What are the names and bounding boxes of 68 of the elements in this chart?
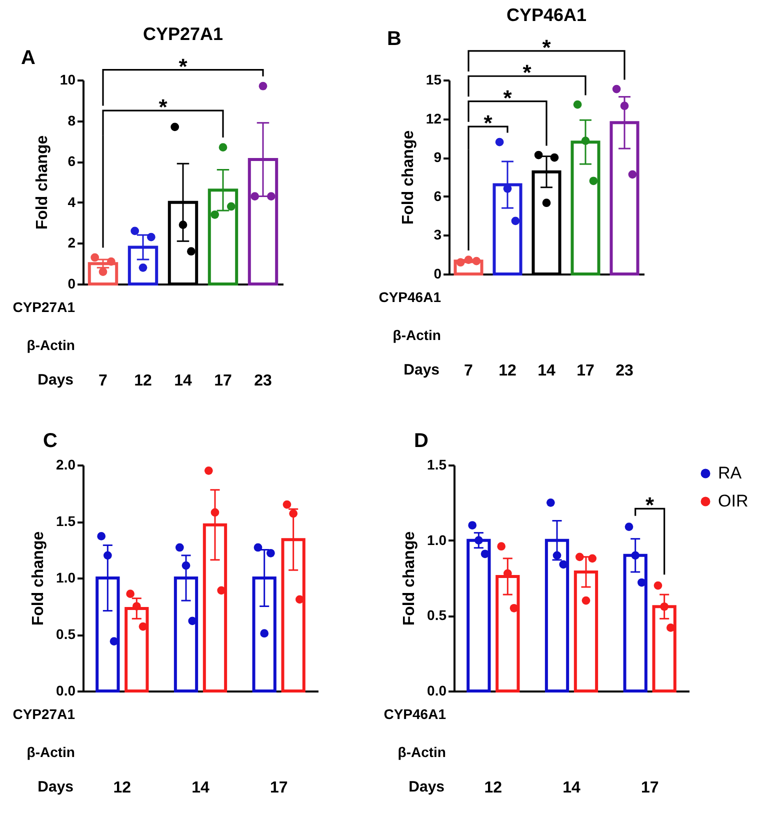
x-axis-title: Days — [408, 778, 444, 796]
x-tick-label: 7 — [98, 372, 108, 390]
x-tick-label: 17 — [576, 362, 594, 380]
text: * — [178, 54, 188, 79]
text: CYP46A1 — [378, 289, 442, 305]
y-tick-label: 1.0 — [56, 570, 76, 586]
text: A — [21, 46, 36, 69]
y-tick-label: 15 — [426, 72, 442, 88]
text: D — [414, 430, 428, 452]
y-tick-label: 10 — [60, 72, 76, 88]
y-tick-label: 2 — [68, 234, 76, 251]
y-tick-label: 0.5 — [56, 626, 76, 642]
y-tick-label: 0.0 — [427, 682, 447, 698]
x-axis-title: Days — [38, 372, 74, 388]
y-tick-label: 4 — [68, 194, 76, 210]
y-tick-label: 0.0 — [56, 682, 76, 698]
x-tick-label: 14 — [192, 780, 210, 796]
x-tick-label: 23 — [616, 362, 634, 380]
annotation: * — [503, 85, 512, 110]
x-tick-label: 12 — [498, 362, 516, 380]
text: CYP46A1 — [384, 706, 446, 722]
legend-label: RA — [718, 464, 742, 482]
x-tick-label: 17 — [270, 780, 288, 796]
x-tick-label: 14 — [562, 780, 580, 796]
x-axis-title: Days — [404, 362, 440, 378]
y-tick-label: 3 — [434, 226, 442, 243]
x-axis-title: Days — [38, 778, 74, 796]
x-tick-label: 17 — [214, 372, 232, 390]
x-tick-label: 12 — [113, 780, 132, 796]
text: β-Actin — [26, 337, 75, 353]
y-axis-title: Fold change — [34, 135, 51, 230]
y-tick-label: 6 — [434, 188, 442, 204]
y-tick-label: 1.5 — [427, 456, 447, 472]
annotation: * — [484, 110, 493, 136]
y-tick-label: 6 — [68, 153, 76, 170]
chart-title: CYP27A1 — [142, 24, 224, 44]
x-tick-label: 17 — [640, 780, 659, 796]
text: β-Actin — [26, 744, 75, 760]
x-tick-label: 12 — [134, 372, 152, 390]
y-tick-label: 8 — [68, 112, 76, 128]
x-tick-label: 14 — [174, 372, 192, 390]
y-axis-title: Fold change — [30, 531, 48, 626]
annotation: * — [646, 492, 655, 518]
text: CYP27A1 — [12, 706, 76, 722]
text: β-Actin — [398, 744, 446, 760]
x-tick-label: 14 — [538, 362, 556, 380]
annotation: * — [158, 94, 168, 120]
x-tick-label: 23 — [254, 372, 272, 390]
y-tick-label: 12 — [426, 110, 442, 126]
chart-title: CYP46A1 — [506, 4, 587, 25]
text: CYP27A1 — [12, 299, 76, 315]
y-tick-label: 1.5 — [56, 513, 76, 529]
y-tick-label: 0 — [68, 276, 76, 292]
y-tick-label: 0.5 — [427, 607, 447, 624]
y-tick-label: 9 — [434, 149, 442, 166]
y-tick-label: 2.0 — [56, 456, 76, 472]
y-axis-title: Fold change — [400, 130, 417, 225]
legend-label: OIR — [718, 492, 748, 510]
x-tick-label: 12 — [484, 780, 502, 796]
text: C — [43, 430, 58, 452]
y-tick-label: 1.0 — [427, 532, 447, 548]
text: β-Actin — [392, 327, 441, 343]
text: B — [387, 28, 402, 50]
text: * — [542, 34, 552, 60]
y-tick-label: 0 — [434, 266, 442, 282]
annotation: * — [522, 60, 532, 86]
y-axis-title: Fold change — [401, 531, 418, 626]
x-tick-label: 7 — [464, 362, 474, 380]
